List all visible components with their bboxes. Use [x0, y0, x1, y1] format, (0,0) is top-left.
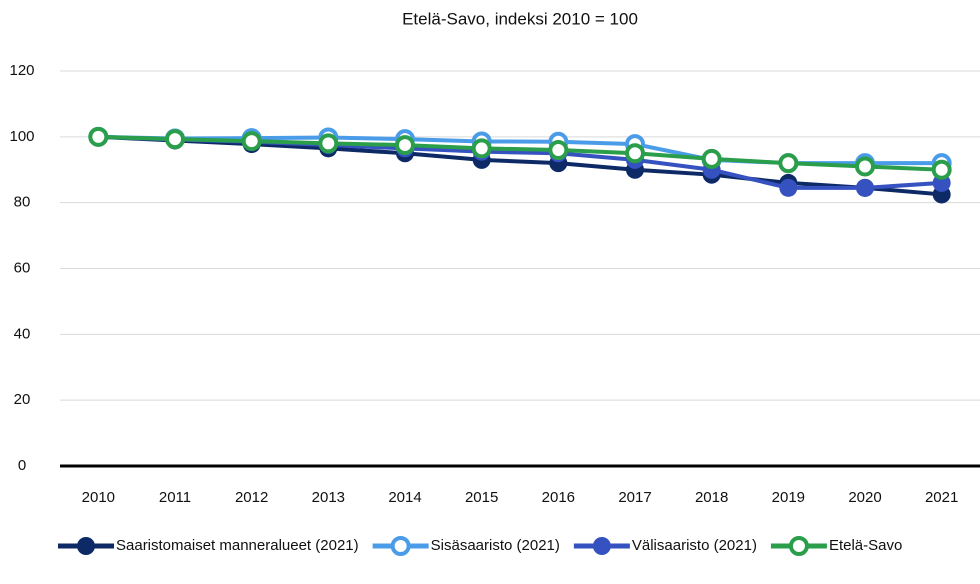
legend-label: Sisäsaaristo (2021): [431, 537, 560, 554]
marker: [165, 129, 185, 150]
y-tick-label: 80: [14, 194, 31, 211]
legend-label: Etelä-Savo: [829, 537, 902, 554]
y-tick-label: 60: [14, 259, 31, 276]
legend-item: Etelä-Savo: [770, 536, 902, 556]
marker: [592, 537, 611, 555]
marker: [931, 159, 952, 180]
legend-label: Saaristomaiset manneralueet (2021): [116, 537, 359, 554]
y-tick-label: 120: [9, 62, 34, 79]
marker: [701, 148, 722, 169]
series-line: [98, 134, 942, 197]
x-tick-label: 2013: [312, 489, 345, 506]
marker: [856, 178, 874, 197]
legend-item: Saaristomaiset manneralueet (2021): [58, 537, 359, 555]
marker: [779, 178, 798, 197]
legend-label: Välisaaristo (2021): [632, 537, 757, 554]
x-tick-label: 2019: [772, 489, 805, 506]
y-tick-label: 0: [18, 457, 26, 474]
marker: [318, 133, 339, 154]
x-tick-label: 2018: [695, 489, 728, 506]
marker: [471, 138, 492, 159]
legend-item: Välisaaristo (2021): [573, 537, 757, 555]
marker: [390, 536, 411, 556]
marker: [395, 135, 415, 156]
marker: [778, 153, 799, 174]
chart-title: Etelä-Savo, indeksi 2010 = 100: [402, 9, 638, 28]
legend-item: Sisäsaaristo (2021): [372, 536, 560, 556]
marker: [88, 126, 109, 147]
series-line: [98, 134, 942, 172]
marker: [77, 537, 95, 555]
x-tick-label: 2014: [388, 489, 421, 506]
x-tick-label: 2012: [235, 489, 268, 506]
x-tick-label: 2010: [82, 489, 115, 506]
x-tick-label: 2015: [465, 489, 498, 506]
x-tick-label: 2021: [925, 489, 958, 506]
x-tick-label: 2011: [159, 489, 191, 506]
marker: [788, 536, 809, 556]
x-tick-label: 2017: [618, 489, 651, 506]
marker: [855, 156, 875, 177]
marker: [548, 140, 569, 160]
y-tick-label: 40: [14, 325, 31, 342]
x-tick-label: 2020: [848, 489, 881, 506]
marker: [241, 131, 262, 152]
marker: [625, 143, 645, 164]
x-tick-label: 2016: [542, 489, 575, 506]
y-tick-label: 100: [9, 128, 34, 145]
y-tick-label: 20: [14, 391, 31, 408]
